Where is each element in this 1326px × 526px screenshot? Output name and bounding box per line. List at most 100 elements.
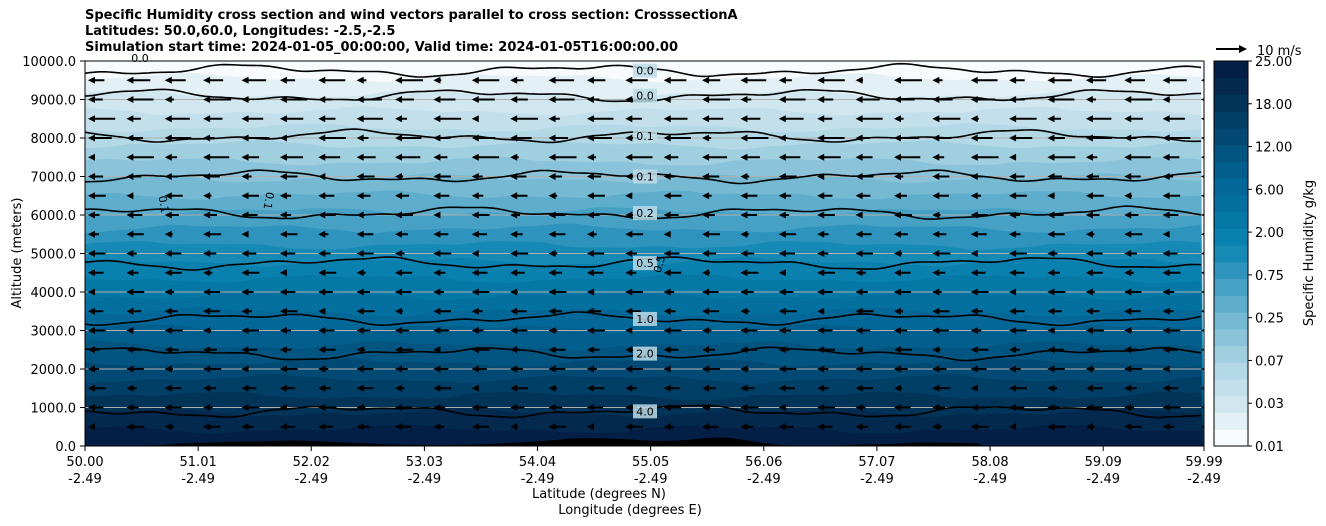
wind-vector	[88, 307, 104, 315]
quiver-key-arrowhead	[1239, 45, 1247, 53]
y-tick-label: 7000.0	[31, 171, 77, 186]
contour-label-bg	[633, 129, 657, 144]
wind-vector	[1201, 117, 1204, 121]
wind-vector	[1047, 404, 1061, 411]
wind-vector	[1047, 250, 1058, 257]
wind-vector	[471, 115, 479, 123]
wind-vector	[702, 327, 712, 334]
x-tick-label-lon: -2.49	[1086, 472, 1120, 487]
wind-vector	[1201, 406, 1204, 409]
wind-vector	[1047, 307, 1062, 315]
wind-vector	[663, 96, 671, 103]
wind-vector	[548, 211, 566, 219]
wind-vector	[1124, 211, 1139, 219]
wind-vector	[164, 327, 183, 334]
wind-vector	[1201, 367, 1204, 371]
wind-vector	[855, 423, 868, 431]
wind-vector	[203, 211, 217, 219]
wind-vector	[1085, 384, 1103, 392]
wind-vector	[970, 230, 987, 238]
wind-vector	[1201, 348, 1204, 352]
wind-vector	[318, 76, 346, 84]
wind-vector	[471, 250, 479, 257]
contour-label: 0.1	[156, 195, 172, 214]
x-tick-label-lon: -2.49	[294, 472, 328, 487]
wind-vector	[126, 76, 151, 84]
wind-vector	[126, 288, 145, 296]
wind-vector	[817, 384, 829, 392]
wind-vector	[1085, 327, 1104, 334]
wind-vector	[1047, 423, 1066, 431]
y-tick-label: 9000.0	[31, 94, 77, 109]
wind-vector	[241, 269, 260, 277]
x-tick-label-lat: 50.00	[66, 455, 103, 470]
wind-vector	[510, 96, 528, 103]
wind-vector	[1124, 346, 1139, 354]
wind-vector	[893, 230, 908, 238]
wind-vector	[1124, 192, 1133, 200]
wind-vector	[740, 423, 754, 431]
wind-vector	[318, 192, 335, 200]
wind-vector	[1047, 173, 1063, 180]
wind-vector	[1085, 423, 1095, 431]
wind-vector	[855, 269, 866, 277]
wind-vector	[1009, 384, 1027, 392]
wind-vector	[88, 192, 106, 200]
wind-vector	[702, 173, 720, 180]
wind-vector	[1009, 346, 1020, 354]
wind-vector	[1085, 250, 1103, 257]
wind-vector	[740, 96, 752, 103]
wind-vector	[1162, 404, 1181, 411]
wind-vector	[817, 423, 833, 431]
wind-vector	[932, 134, 952, 142]
wind-vector	[1009, 288, 1017, 296]
colorbar-tick-label: 6.00	[1255, 183, 1284, 198]
wind-vectors	[88, 76, 1204, 431]
wind-vector	[356, 250, 374, 257]
x-axis: 50.00 -2.49 51.01 -2.49 52.02 -2.49 53.03 -2.49…	[66, 446, 1223, 487]
colorbar-segment	[1214, 144, 1248, 162]
wind-vector	[1162, 384, 1178, 392]
wind-vector	[510, 365, 523, 373]
wind-vector	[241, 346, 258, 354]
wind-vector	[586, 250, 605, 257]
wind-vector	[471, 327, 484, 334]
wind-vector	[241, 230, 249, 238]
wind-vector	[932, 423, 942, 431]
terrain-silhouette	[85, 437, 1204, 446]
wind-vector	[817, 153, 841, 161]
contour-label: 4.0	[636, 405, 654, 418]
wind-vector	[702, 288, 719, 296]
wind-vector	[855, 153, 873, 161]
wind-vector	[663, 76, 687, 84]
wind-vector	[279, 327, 291, 334]
wind-vector	[164, 211, 179, 219]
wind-vector	[126, 365, 144, 373]
wind-vector	[1162, 346, 1179, 354]
wind-vector	[1124, 423, 1142, 431]
wind-vector	[1085, 307, 1100, 315]
chart-title-line-2: Latitudes: 50.0,60.0, Longitudes: -2.5,-…	[85, 24, 396, 39]
wind-vector	[356, 134, 369, 142]
wind-vector	[510, 346, 520, 354]
wind-vector	[1047, 384, 1058, 392]
wind-vector	[932, 384, 951, 392]
wind-vector	[548, 307, 562, 315]
wind-vector	[1047, 346, 1064, 354]
wind-vector	[356, 307, 375, 315]
wind-vector	[164, 230, 173, 238]
wind-vector	[279, 346, 292, 354]
wind-vector	[318, 423, 333, 431]
wind-vector	[279, 115, 304, 123]
wind-vector	[548, 288, 567, 296]
wind-vector	[855, 346, 863, 354]
y-axis-label: Altitude (meters)	[10, 198, 25, 309]
wind-vector	[1009, 365, 1021, 373]
wind-vector	[1009, 173, 1025, 180]
wind-vector	[1009, 327, 1027, 334]
wind-vector	[970, 423, 989, 431]
wind-vector	[510, 230, 523, 238]
wind-vector	[126, 250, 137, 257]
wind-vector	[318, 307, 326, 315]
wind-vector	[318, 173, 326, 180]
